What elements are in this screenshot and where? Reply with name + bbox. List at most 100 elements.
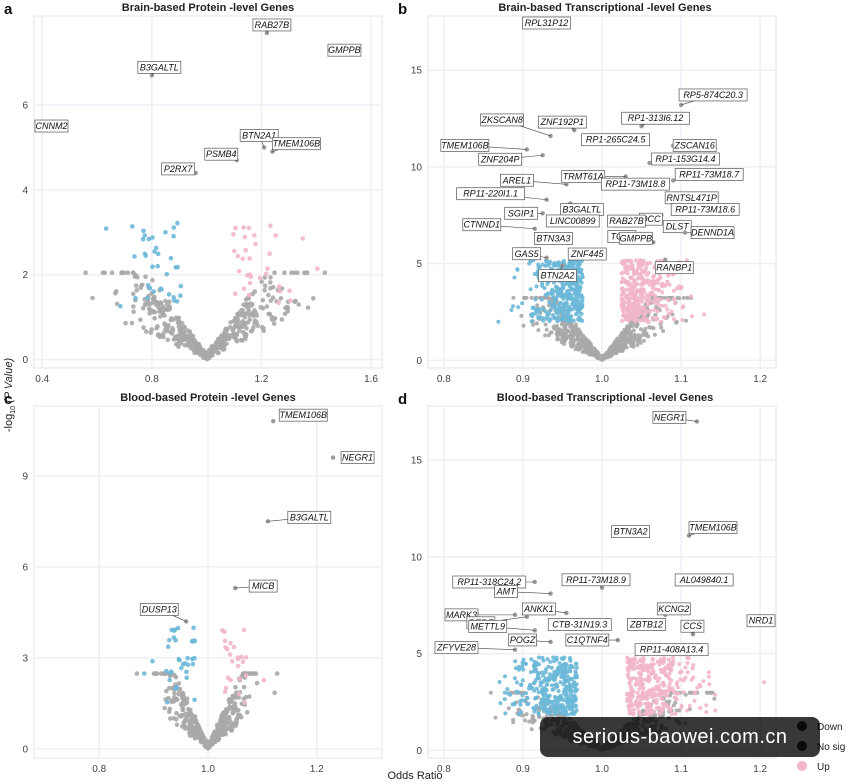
point-nosig: [234, 338, 240, 344]
point-down: [529, 670, 533, 675]
point-nosig: [549, 330, 554, 335]
point-down: [567, 688, 572, 693]
point-up: [627, 711, 632, 716]
point-nosig: [554, 331, 559, 336]
point-nosig: [214, 339, 220, 345]
point-down: [550, 687, 555, 692]
point-down: [515, 680, 519, 685]
gene-label: RPL31P12: [525, 18, 569, 28]
point-down: [525, 696, 530, 700]
point-nosig: [193, 734, 198, 739]
y-tick-label: 5: [416, 649, 422, 660]
point-nosig: [170, 325, 175, 331]
point-up: [235, 663, 241, 669]
point-nosig: [211, 731, 217, 736]
panel-b: 0.8 0.9 1.0 1.1 1.2 0 5 10 15 b Brain-based Transc…: [398, 1, 777, 385]
gene-label: DENND1A: [691, 228, 734, 238]
point-nosig: [614, 344, 619, 349]
point-nosig: [174, 710, 179, 716]
point-up: [660, 681, 665, 686]
point-nosig: [511, 295, 516, 300]
point-nosig: [573, 322, 578, 327]
point-up: [646, 665, 651, 670]
point-nosig: [212, 348, 218, 354]
point-up: [261, 677, 267, 683]
point-nosig: [635, 343, 640, 348]
point-nosig: [279, 317, 285, 322]
point-up: [675, 685, 680, 690]
point-down: [173, 265, 179, 270]
point-down: [522, 661, 527, 666]
point-up: [663, 316, 668, 320]
point-nosig: [633, 337, 638, 342]
x-tick-label: 0.8: [145, 374, 159, 385]
point-nosig: [238, 715, 244, 720]
point-down: [576, 304, 581, 309]
labeled-point: [647, 160, 652, 166]
point-nosig: [145, 299, 150, 305]
point-up: [653, 287, 658, 292]
point-nosig: [674, 319, 679, 324]
point-down: [554, 700, 559, 705]
point-up: [627, 308, 631, 313]
point-nosig: [641, 338, 646, 343]
point-nosig: [220, 347, 226, 352]
legend-label-nosig: No sig: [817, 742, 845, 753]
point-down: [152, 249, 157, 254]
point-nosig: [241, 684, 247, 690]
point-nosig: [190, 346, 196, 352]
point-up: [707, 682, 712, 687]
point-up: [673, 301, 678, 306]
gene-label-box: [204, 147, 239, 161]
point-down: [534, 703, 539, 708]
point-down: [190, 656, 195, 662]
point-up: [626, 318, 631, 323]
point-down: [512, 275, 517, 280]
point-down: [497, 680, 502, 684]
point-up: [658, 297, 663, 302]
point-nosig: [272, 690, 277, 696]
point-down: [534, 663, 539, 668]
point-nosig: [166, 696, 171, 701]
point-up: [224, 646, 230, 652]
point-nosig: [681, 295, 686, 300]
point-down: [557, 301, 562, 306]
point-up: [665, 307, 670, 312]
gene-label-box: [654, 261, 694, 275]
point-nosig: [167, 299, 172, 305]
point-nosig: [266, 292, 271, 298]
point-down: [171, 233, 176, 239]
point-cloud: [134, 625, 280, 751]
point-nosig: [150, 277, 155, 283]
point-up: [643, 701, 648, 706]
point-down: [537, 676, 542, 681]
point-nosig: [123, 320, 128, 326]
gene-label-box: [327, 43, 362, 57]
point-down: [544, 682, 549, 687]
point-nosig: [253, 310, 258, 315]
point-up: [644, 299, 649, 304]
point-nosig: [182, 329, 187, 335]
point-nosig: [165, 307, 170, 313]
gene-label: RP11-73M18.8: [606, 179, 666, 189]
point-down: [178, 283, 184, 289]
point-down: [553, 683, 558, 688]
point-up: [626, 279, 631, 284]
panel-letter: a: [4, 1, 13, 18]
point-down: [171, 225, 177, 230]
y-tick-label: 5: [416, 259, 422, 270]
point-up: [651, 283, 656, 288]
point-down: [533, 311, 538, 316]
y-tick-label: 6: [22, 562, 28, 573]
point-nosig: [176, 334, 182, 340]
point-nosig: [673, 700, 678, 705]
point-down: [536, 690, 541, 695]
point-up: [631, 689, 636, 694]
point-nosig: [176, 687, 182, 693]
point-down: [516, 690, 521, 695]
gene-label-box: [512, 247, 541, 261]
point-up: [638, 682, 642, 687]
point-down: [547, 300, 552, 305]
point-up: [635, 690, 640, 695]
point-down: [541, 673, 546, 678]
